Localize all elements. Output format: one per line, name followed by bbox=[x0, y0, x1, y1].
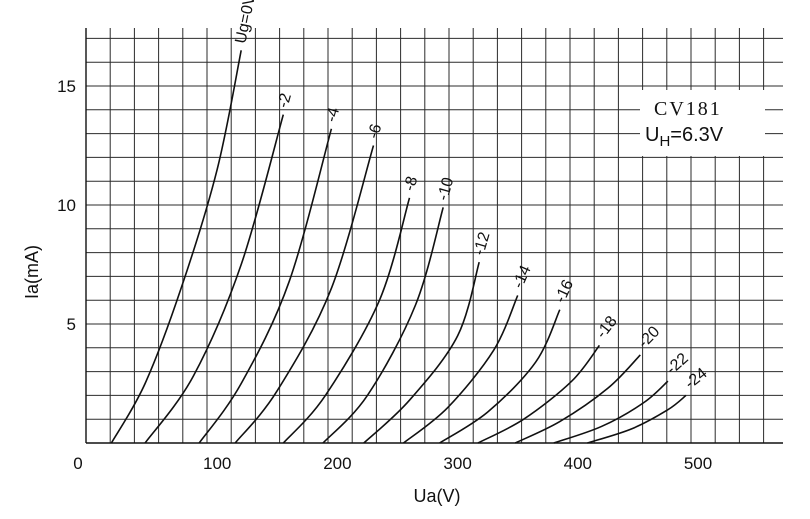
x-tick-label: 400 bbox=[564, 454, 592, 473]
curve-label: -12 bbox=[471, 230, 494, 257]
heater-label-value: =6.3V bbox=[670, 124, 723, 146]
curve-line bbox=[110, 50, 242, 444]
characteristic-curves: Ug=0V-2-4-6-8 -10-12-14-16-18 -20-22-24 bbox=[110, 0, 711, 444]
curve-line bbox=[587, 394, 687, 444]
curve-line bbox=[363, 261, 480, 444]
x-axis-title: Ua(V) bbox=[413, 486, 460, 506]
curve-label: -8 bbox=[401, 174, 421, 193]
y-tick-label: 15 bbox=[57, 77, 76, 96]
x-tick-label: 500 bbox=[684, 454, 712, 473]
heater-voltage: UH=6.3V bbox=[645, 124, 724, 150]
tube-name: CV181 bbox=[654, 98, 722, 120]
y-tick-label: 10 bbox=[57, 196, 76, 215]
heater-label-main: U bbox=[645, 124, 659, 146]
x-tick-label: 100 bbox=[203, 454, 231, 473]
info-box: CV181 UH=6.3V bbox=[640, 90, 765, 156]
x-tick-label: 0 bbox=[73, 454, 82, 473]
curve-line bbox=[403, 295, 519, 444]
x-tick-label: 300 bbox=[443, 454, 471, 473]
curve-line bbox=[282, 197, 411, 444]
x-tick-label: 200 bbox=[323, 454, 351, 473]
curve-line bbox=[322, 207, 444, 444]
curve-line bbox=[553, 380, 669, 444]
curve-label: -10 bbox=[435, 176, 458, 203]
y-axis-title: Ia(mA) bbox=[22, 245, 42, 299]
curve-line bbox=[439, 309, 561, 444]
info-box-background bbox=[640, 90, 765, 156]
curve-label: -6 bbox=[365, 122, 385, 141]
curve-line bbox=[234, 145, 375, 444]
curve-label: -4 bbox=[323, 106, 343, 124]
curve-line bbox=[144, 114, 285, 444]
curve-line bbox=[514, 354, 641, 444]
heater-label-sub: H bbox=[659, 133, 670, 150]
curve-line bbox=[477, 344, 601, 444]
curve-line bbox=[198, 128, 333, 444]
curve-label: -2 bbox=[275, 91, 295, 109]
tick-labels: 0 100 200 300 400 500 5 10 15 bbox=[57, 77, 712, 473]
y-tick-label: 5 bbox=[67, 315, 76, 334]
